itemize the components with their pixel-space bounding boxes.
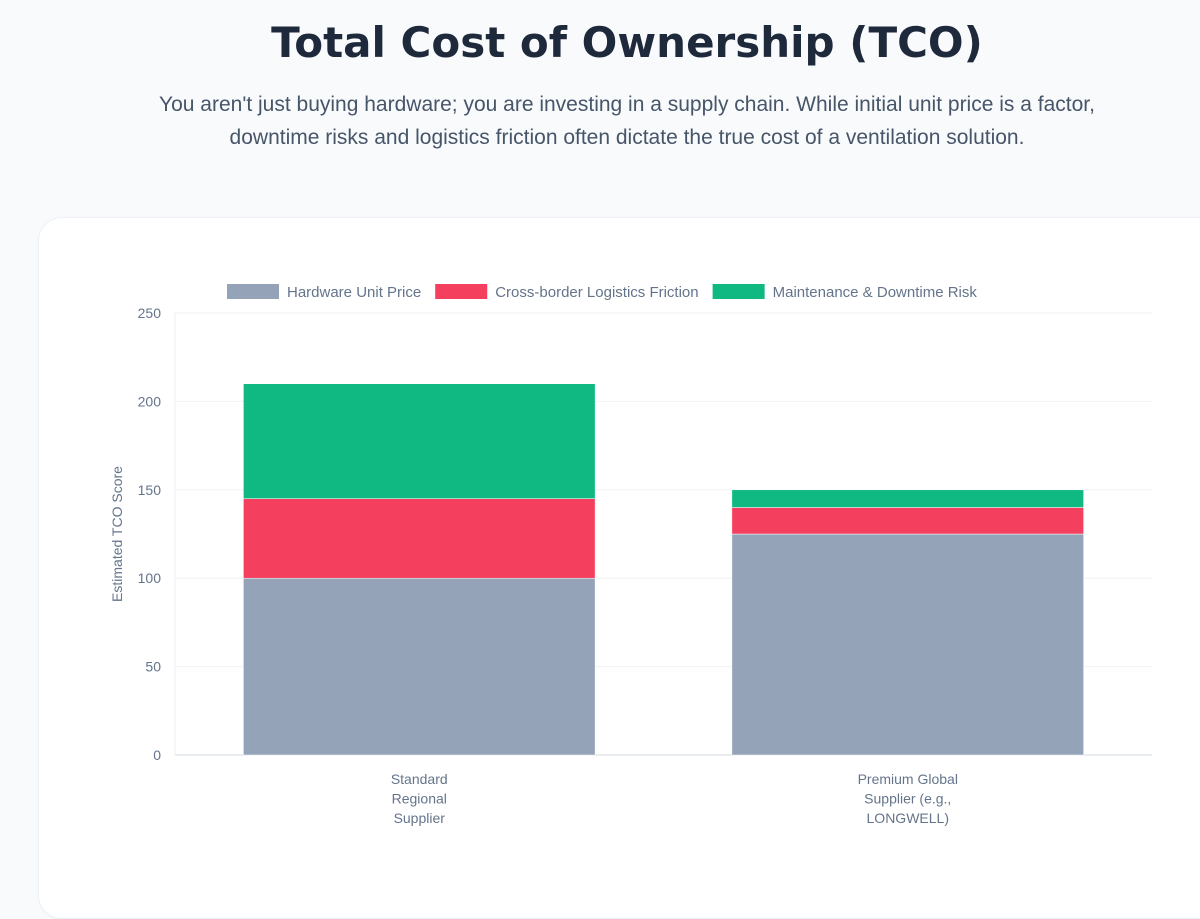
y-tick-label: 0 [153,747,161,763]
legend-label: Hardware Unit Price [287,284,421,301]
y-tick-label: 50 [145,659,161,675]
tco-stacked-bar-chart: 0 50 100 150 200 250 Estimated TCO Score Standa… [109,284,1152,826]
y-tick-label: 200 [138,393,162,409]
page-subtitle: You aren't just buying hardware; you are… [159,93,1095,149]
x-tick-label: Standard [391,771,448,787]
legend-swatch [435,284,488,299]
x-tick-label: Premium Global [858,771,958,787]
x-tick-label: Supplier [394,810,446,826]
x-tick-label: Regional [392,791,447,807]
legend-label: Cross-border Logistics Friction [495,284,698,301]
legend-label: Maintenance & Downtime Risk [773,284,978,301]
bar-segment [243,577,596,756]
legend-swatch [227,284,279,299]
bar-segment [731,507,1084,535]
y-tick-label: 250 [138,305,162,321]
legend-swatch [712,284,765,299]
page-title: Total Cost of Ownership (TCO) [271,18,983,67]
y-tick-label: 100 [138,570,162,586]
x-tick-label: LONGWELL) [867,810,949,826]
bar-segment [731,489,1084,508]
y-axis-label: Estimated TCO Score [109,466,125,602]
y-tick-label: 150 [138,482,162,498]
bar-segment [243,383,596,499]
bar-segment [243,498,596,579]
bar-segment [731,533,1084,756]
x-tick-label: Supplier (e.g., [864,791,951,807]
